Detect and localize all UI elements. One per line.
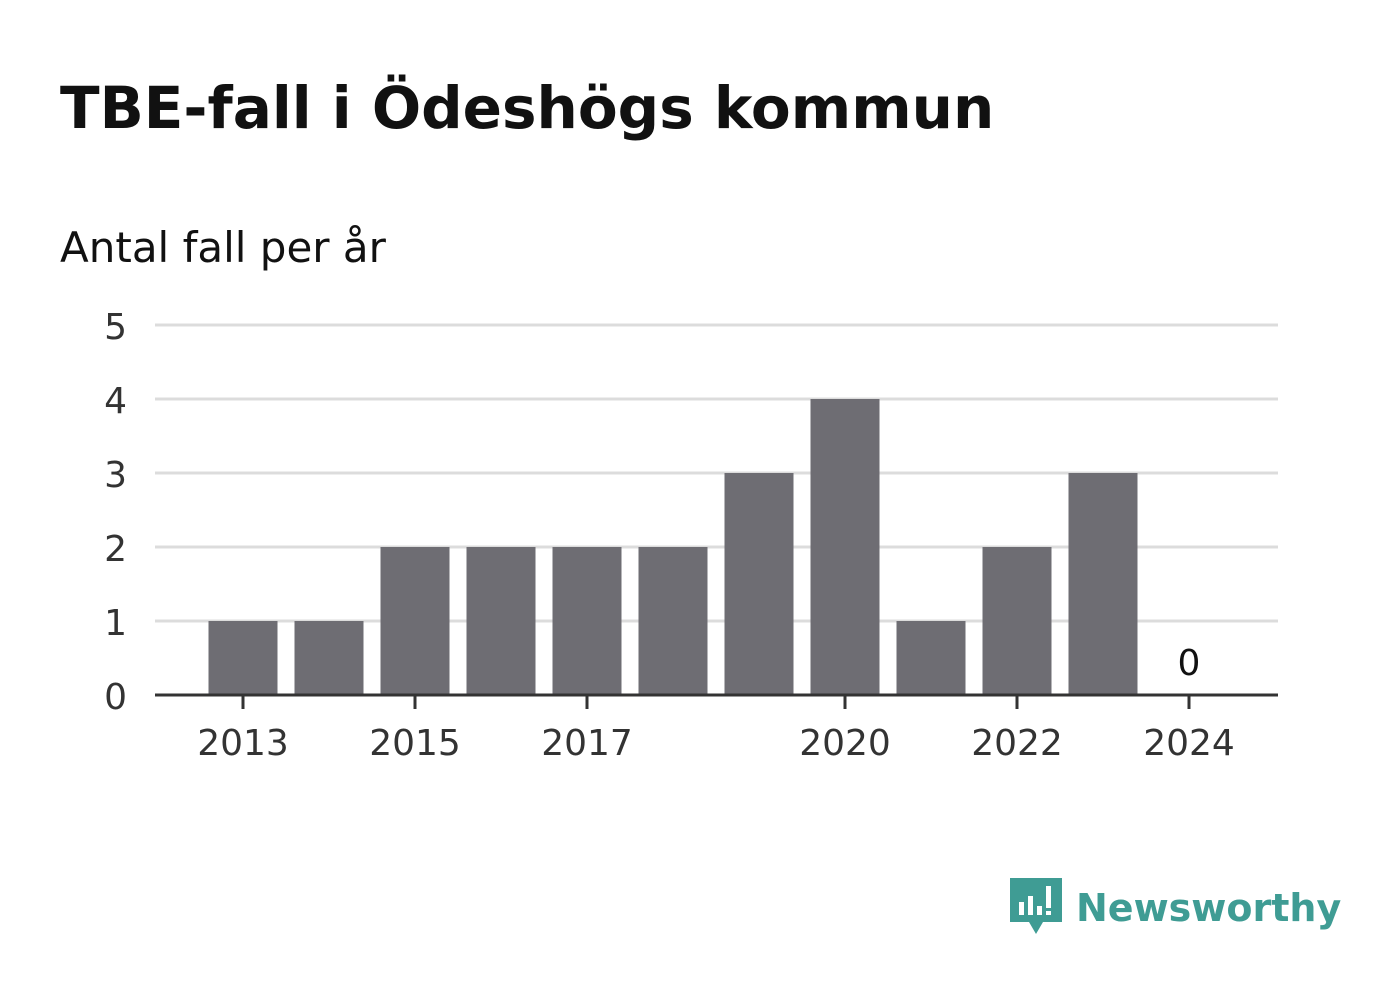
x-tick-label: 2013 [197, 723, 289, 764]
bar-2016 [466, 547, 536, 695]
x-tick-label: 2020 [799, 723, 891, 764]
brand-name: Newsworthy [1076, 886, 1342, 930]
y-tick-label: 5 [104, 307, 127, 348]
y-tick-label: 2 [104, 529, 127, 570]
x-tick-label: 2022 [971, 723, 1063, 764]
chart-title: TBE-fall i Ödeshögs kommun [60, 74, 995, 142]
bar-2019 [724, 473, 794, 695]
y-tick-label: 4 [104, 381, 127, 422]
x-tick-label: 2017 [541, 723, 633, 764]
bar-2014 [294, 621, 364, 695]
chart-subtitle: Antal fall per år [60, 223, 386, 272]
newsworthy-brand: Newsworthy [1010, 876, 1341, 940]
data-labels: 0 [1178, 643, 1201, 684]
bar-2013 [208, 621, 278, 695]
y-axis-ticks: 0 1 2 3 4 5 [104, 307, 127, 718]
x-tick-label: 2024 [1143, 723, 1235, 764]
bar-2020 [810, 399, 880, 695]
bar-2021 [896, 621, 966, 695]
bar-2023 [1068, 473, 1138, 695]
bar-2015 [380, 547, 450, 695]
bar-2022 [982, 547, 1052, 695]
y-tick-label: 0 [104, 677, 127, 718]
bar-2017 [552, 547, 622, 695]
bar-2018 [638, 547, 708, 695]
data-label: 0 [1178, 643, 1201, 684]
newsworthy-logo-icon [1010, 878, 1062, 934]
bars [208, 399, 1138, 695]
y-tick-label: 3 [104, 455, 127, 496]
y-tick-label: 1 [104, 603, 127, 644]
x-axis-ticks: 2013 2015 2017 2020 2022 2024 [197, 695, 1235, 764]
x-tick-label: 2015 [369, 723, 461, 764]
